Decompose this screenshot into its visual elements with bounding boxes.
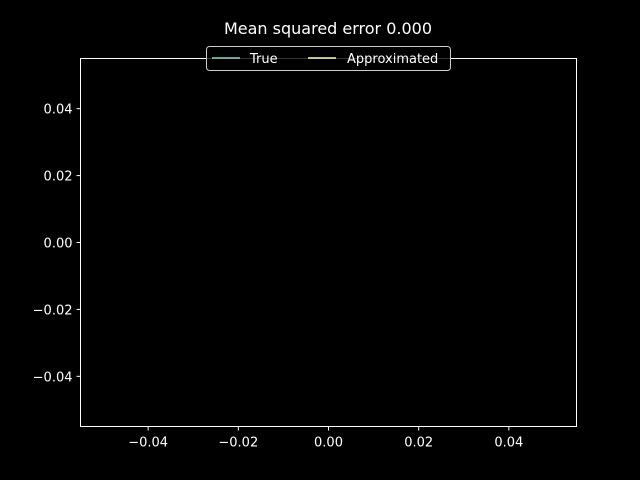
y-tick-label: −0.02: [33, 303, 73, 318]
y-axis: −0.04 −0.02 0.00 0.02 0.04: [33, 103, 81, 385]
y-tick-label: 0.00: [44, 237, 73, 252]
y-tick-label: 0.04: [44, 103, 73, 118]
x-tick-label: −0.02: [218, 436, 258, 451]
chart-title: Mean squared error 0.000: [224, 19, 432, 38]
y-tick-label: −0.04: [33, 370, 73, 385]
legend-label: Approximated: [347, 52, 438, 67]
legend-label: True: [249, 52, 278, 67]
x-axis: −0.04 −0.02 0.00 0.02 0.04: [128, 426, 523, 451]
legend: True Approximated: [206, 46, 451, 71]
x-tick-label: −0.04: [128, 436, 168, 451]
x-tick-label: 0.04: [494, 436, 523, 451]
y-tick-label: 0.02: [44, 170, 73, 185]
x-tick-label: 0.00: [314, 436, 343, 451]
x-tick-label: 0.02: [404, 436, 433, 451]
